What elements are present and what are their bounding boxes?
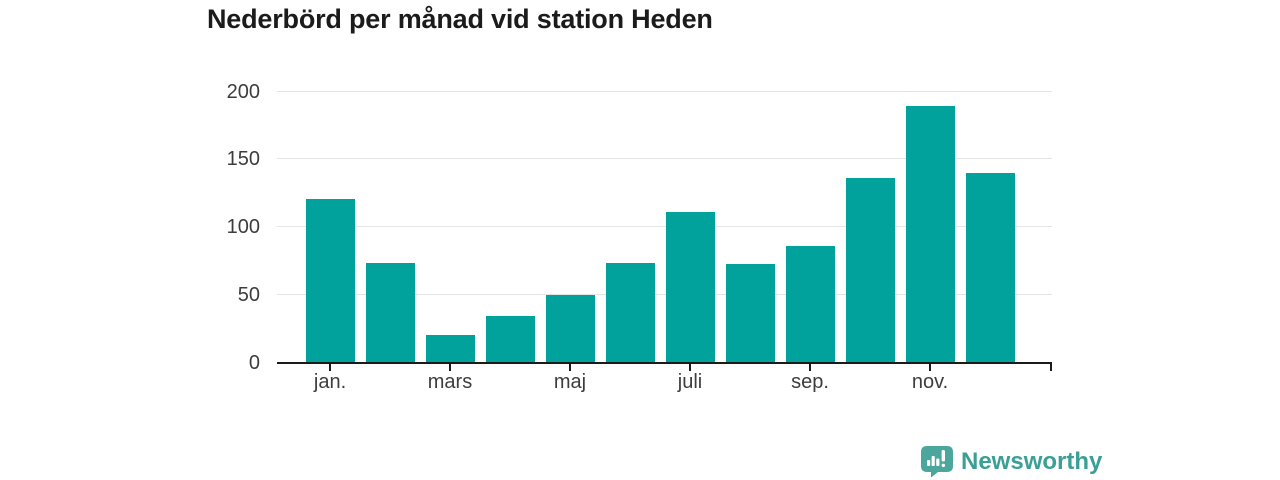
x-axis-end-tick bbox=[1050, 363, 1052, 371]
x-axis-tick bbox=[569, 363, 571, 371]
x-axis-tick bbox=[929, 363, 931, 371]
bar-month-4 bbox=[485, 315, 535, 363]
chart-title: Nederbörd per månad vid station Heden bbox=[207, 4, 713, 34]
gridline bbox=[277, 90, 1052, 92]
newsworthy-badge-icon bbox=[920, 445, 954, 478]
bar-month-8 bbox=[725, 263, 775, 363]
gridline bbox=[277, 158, 1052, 160]
bar-month-12 bbox=[965, 172, 1015, 363]
bar-month-3 bbox=[425, 334, 475, 363]
brand-name: Newsworthy bbox=[961, 448, 1103, 475]
x-axis-tick-label: sep. bbox=[791, 371, 829, 393]
bar-month-2 bbox=[365, 262, 415, 363]
y-axis-tick-label: 50 bbox=[237, 284, 260, 307]
x-axis-line bbox=[277, 361, 1052, 364]
bar-month-10 bbox=[845, 178, 895, 363]
newsworthy-logo: Newsworthy bbox=[920, 445, 1102, 478]
x-axis-tick-label: jan. bbox=[313, 371, 347, 393]
bar-month-11 bbox=[905, 106, 955, 363]
x-axis-tick bbox=[329, 363, 331, 371]
y-axis-tick-label: 100 bbox=[226, 216, 260, 239]
plot-area: 0 50 100 150 200 jan. mars maj juli sep. nov. bbox=[227, 81, 1052, 393]
y-axis-tick-label: 0 bbox=[248, 352, 260, 374]
x-axis-tick bbox=[809, 363, 811, 371]
gridline bbox=[277, 294, 1052, 296]
bar-month-6 bbox=[605, 262, 655, 363]
x-axis-tick bbox=[689, 363, 691, 371]
y-axis-tick-label: 200 bbox=[226, 80, 260, 103]
y-axis-tick-label: 150 bbox=[226, 148, 260, 171]
x-axis-tick bbox=[449, 363, 451, 371]
bar-month-1 bbox=[305, 198, 355, 363]
x-axis-tick-label: nov. bbox=[911, 371, 949, 393]
bar-month-5 bbox=[545, 295, 595, 363]
bar-month-7 bbox=[665, 212, 715, 363]
gridline bbox=[277, 226, 1052, 228]
x-axis-tick-label: juli bbox=[677, 371, 703, 393]
x-axis-tick-label: maj bbox=[553, 371, 587, 393]
x-axis-tick-label: mars bbox=[427, 371, 473, 393]
bar-month-9 bbox=[785, 246, 835, 363]
